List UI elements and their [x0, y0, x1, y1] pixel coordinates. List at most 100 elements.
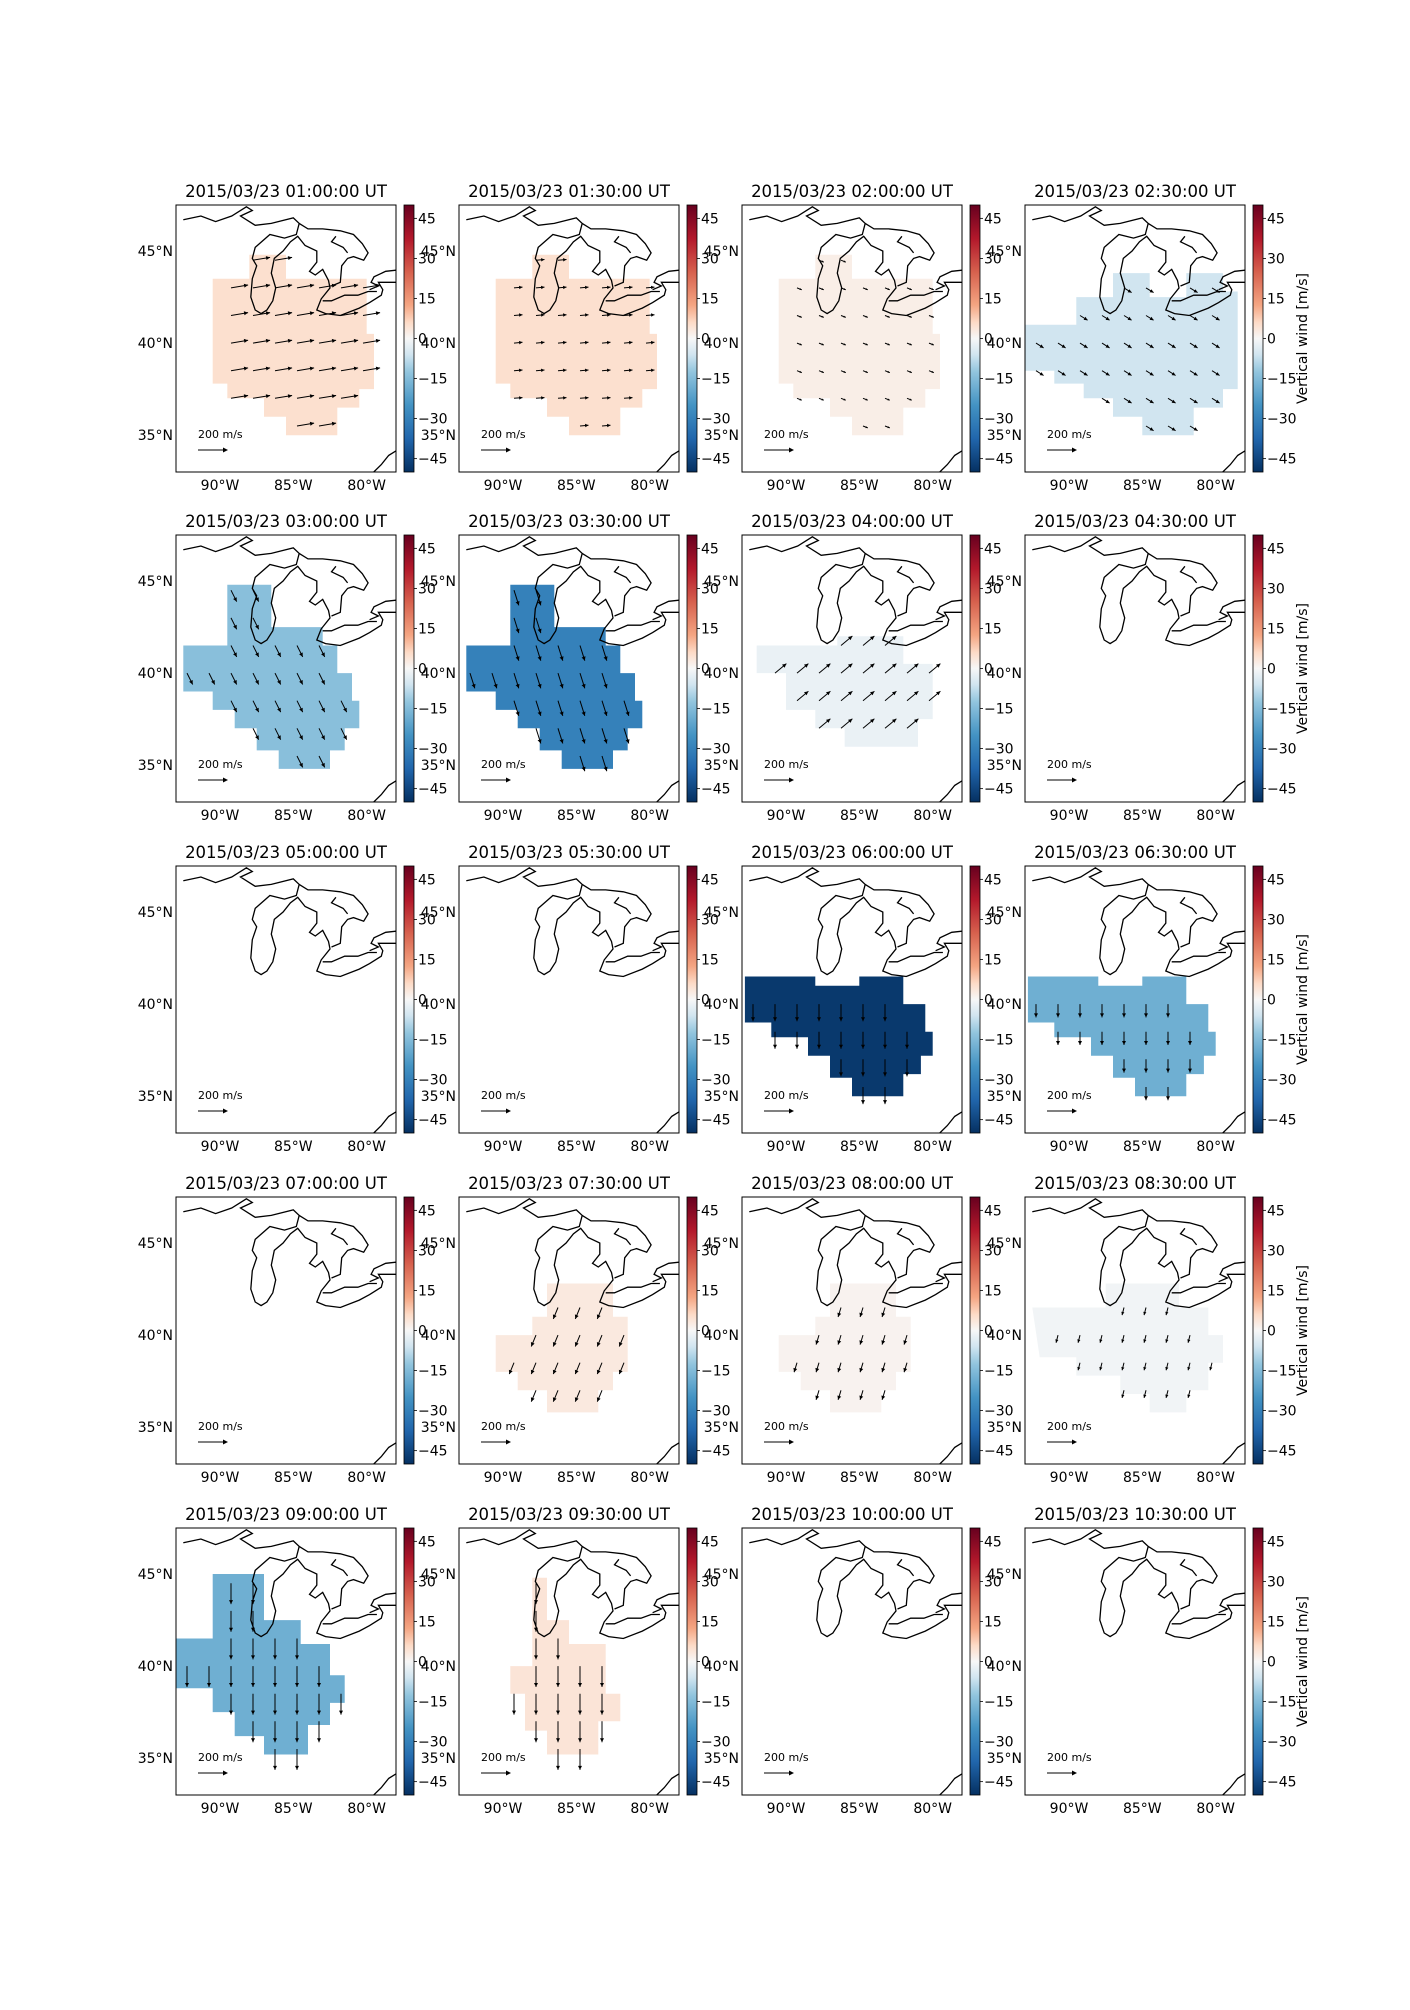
wind-vector-head: [581, 656, 586, 661]
lat-tick-label: 35°N: [987, 758, 1022, 774]
wind-vector-head: [299, 735, 303, 740]
colorbar-tick-label: −45: [1267, 452, 1297, 468]
wind-vector-head: [799, 398, 802, 401]
colorbar-tick-label: −15: [701, 1695, 731, 1711]
wind-vector-head: [251, 1738, 255, 1743]
lat-tick-label: 45°N: [421, 905, 456, 921]
colorbar-tick-label: 45: [984, 872, 1002, 888]
wind-vector-head: [1165, 1311, 1169, 1316]
colorbar-tick-label: −15: [1267, 1695, 1297, 1711]
lat-tick-label: 35°N: [421, 428, 456, 444]
panel-frame: [458, 865, 680, 1134]
wind-vector-head: [795, 1017, 799, 1022]
wind-vector-head: [309, 394, 315, 399]
wind-vector-head: [321, 735, 325, 740]
panel-title: 2015/03/23 06:30:00 UT: [1034, 843, 1237, 862]
wind-vector-head: [1166, 1041, 1170, 1045]
wind-vector-head: [243, 283, 249, 288]
wind-vector-head: [552, 1397, 557, 1402]
wind-vector-head: [651, 368, 655, 372]
colorbar-tick-label: −45: [418, 452, 448, 468]
wind-vector-head: [1215, 316, 1220, 321]
wind-vector-head: [321, 680, 325, 685]
lat-tick-label: 35°N: [704, 1751, 739, 1767]
colorbar-tick-label: −15: [418, 1364, 448, 1380]
coastline: [298, 1214, 369, 1279]
wind-vector-head: [870, 691, 875, 696]
wind-vector-head: [578, 1683, 582, 1687]
lon-tick-label: 85°W: [274, 478, 313, 494]
colorbar-tick-label: 45: [984, 1534, 1002, 1550]
wind-vector-head: [1149, 289, 1154, 293]
wind-vector-head: [1105, 316, 1110, 321]
colorbar-tick-label: −45: [701, 782, 731, 798]
colorbar-tick-label: 45: [701, 1534, 719, 1550]
colorbar-tick-label: −45: [701, 1113, 731, 1129]
coastline: [1147, 1545, 1218, 1610]
coastline: [605, 951, 660, 963]
lat-tick-label: 45°N: [704, 905, 739, 921]
wind-vector-head: [519, 368, 523, 372]
colorbar-tick-label: 30: [701, 1243, 719, 1259]
vertical-wind-region: [1032, 1283, 1223, 1413]
wind-vector-head: [229, 1600, 233, 1605]
panel-frame: [175, 204, 397, 473]
coastline: [655, 450, 679, 472]
wind-vector-head: [1100, 1013, 1104, 1018]
wind-vector-head: [556, 1738, 560, 1743]
coastline: [888, 951, 943, 963]
wind-vector-head: [1127, 316, 1132, 321]
wind-vector-head: [848, 663, 853, 668]
map-panel: 2015/03/23 01:30:00 UT 200 m/s 45°N 40°N 35°…: [421, 182, 731, 494]
lat-tick-label: 45°N: [987, 244, 1022, 260]
colorbar-tick-label: −15: [984, 1695, 1014, 1711]
wind-vector-head: [578, 1738, 582, 1743]
coastline: [1032, 867, 1245, 978]
reference-vector-head: [1072, 1770, 1077, 1776]
wind-vector-head: [574, 1314, 579, 1319]
lon-tick-label: 80°W: [347, 478, 386, 494]
wind-vector-head: [581, 683, 586, 689]
coastline: [330, 1558, 349, 1577]
wind-vector-head: [229, 1683, 233, 1687]
wind-vector-head: [1149, 399, 1154, 404]
colorbar-tick-label: 30: [701, 912, 719, 928]
wind-vector-head: [1171, 372, 1176, 376]
wind-vector-head: [530, 1397, 535, 1402]
wind-vector-head: [277, 735, 281, 740]
lon-tick-label: 85°W: [274, 1801, 313, 1817]
coastline: [1179, 565, 1198, 584]
wind-vector-head: [309, 283, 315, 288]
coastline: [372, 1111, 396, 1133]
reference-vector-label: 200 m/s: [1047, 1420, 1092, 1433]
reference-vector-head: [1072, 447, 1077, 453]
colorbar-tick-label: −30: [701, 1404, 731, 1420]
reference-vector-head: [506, 1108, 511, 1114]
reference-vector-head: [789, 1770, 794, 1776]
colorbar-tick-label: 45: [701, 541, 719, 557]
wind-vector-head: [563, 258, 567, 262]
lon-tick-label: 90°W: [767, 478, 806, 494]
wind-vector-head: [1143, 1339, 1147, 1343]
colorbar-tick-label: 15: [984, 291, 1002, 307]
colorbar-tick-label: 0: [418, 993, 427, 1009]
wind-vector-head: [519, 396, 523, 400]
colorbar-tick-label: 30: [701, 1574, 719, 1590]
coastline: [581, 222, 652, 287]
coastline: [935, 1592, 962, 1614]
wind-vector-head: [865, 426, 868, 429]
wind-vector-head: [255, 652, 259, 657]
coastline: [655, 1442, 679, 1464]
coastline: [935, 930, 962, 952]
wind-vector-head: [1215, 372, 1220, 376]
wind-vector-head: [607, 396, 611, 400]
colorbar-tick-label: −15: [418, 1033, 448, 1049]
wind-vector-head: [309, 338, 315, 343]
colorbar-tick-label: −45: [701, 1444, 731, 1460]
wind-vector-head: [375, 338, 381, 343]
colorbar-tick-label: 30: [1267, 1574, 1285, 1590]
reference-vector-label: 200 m/s: [198, 428, 243, 441]
coastline: [466, 536, 679, 647]
wind-vector-head: [295, 1683, 299, 1687]
coastline: [183, 536, 396, 647]
